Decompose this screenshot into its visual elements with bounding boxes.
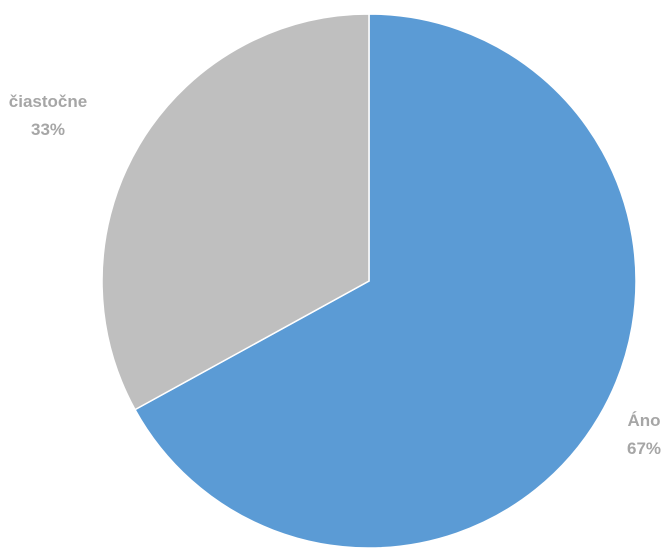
slice-category-label: čiastočne: [9, 92, 87, 111]
slices-layer: [101, 13, 637, 549]
slice-category-label: Áno: [627, 411, 660, 430]
pie-slice-2: [101, 13, 370, 411]
pie-slice-1: [134, 13, 637, 549]
labels-layer: Áno 67% čiastočne 33%: [9, 92, 661, 458]
slice-percent-label: 33%: [31, 120, 65, 139]
slice-percent-label: 67%: [627, 439, 661, 458]
